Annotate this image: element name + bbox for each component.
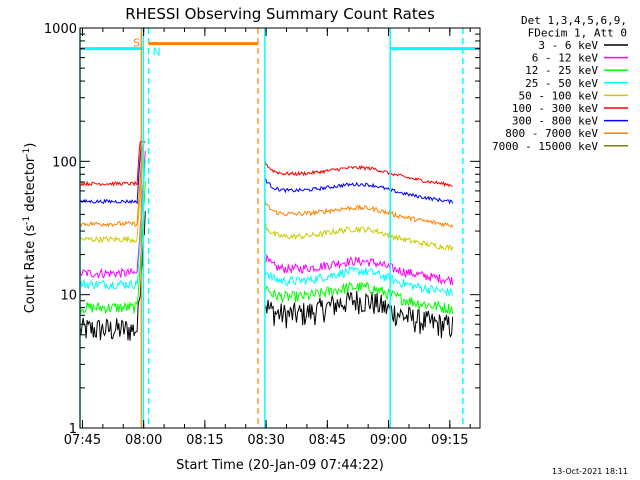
series-line-post — [264, 159, 453, 188]
legend-entry: 50 - 100 keV — [519, 89, 599, 102]
series-line-post — [264, 290, 454, 339]
x-axis: 07:45 08:00 08:15 08:30 08:45 09:00 09:15 — [64, 28, 471, 448]
night-label: N — [152, 46, 160, 59]
x-tick-label: 09:15 — [431, 433, 468, 448]
series-line-pre — [79, 141, 146, 228]
series-line-post — [264, 199, 454, 228]
series-line-pre — [79, 141, 146, 187]
y-tick-label: 1000 — [44, 22, 77, 37]
series-line-post — [264, 253, 454, 286]
series-line-pre — [79, 141, 146, 244]
y-tick-label: 100 — [52, 155, 77, 170]
series-line-post — [264, 281, 454, 315]
legend-entry: 7000 - 15000 keV — [492, 140, 598, 153]
legend-header: FDecim 1, Att 0 — [528, 27, 627, 40]
series-line-pre — [79, 159, 146, 290]
legend-entry: 100 - 300 keV — [512, 102, 598, 115]
y-tick-label: 10 — [60, 289, 77, 304]
x-axis-label: Start Time (20-Jan-09 07:44:22) — [176, 458, 384, 473]
series-line-pre — [79, 150, 146, 280]
x-tick-label: 08:45 — [309, 433, 346, 448]
footer-date: 13-Oct-2021 18:11 — [552, 467, 628, 476]
plot-lines — [79, 141, 454, 341]
legend-entry: 12 - 25 keV — [525, 64, 598, 77]
y-axis: 1 10 100 1000 — [44, 22, 480, 437]
legend-header: Det 1,3,4,5,6,9, — [521, 14, 627, 27]
series-line-post — [264, 177, 454, 205]
legend-entry: 25 - 50 keV — [525, 77, 598, 90]
y-tick-label: 1 — [69, 422, 77, 437]
series-line-pre — [79, 141, 146, 205]
x-tick-label: 08:00 — [125, 433, 162, 448]
series-line-pre — [79, 211, 146, 341]
x-tick-label: 08:30 — [247, 433, 284, 448]
y-axis-label: Count Rate (s-1 detector-1) — [22, 143, 38, 314]
legend-entry: 3 - 6 keV — [538, 39, 598, 52]
legend-entry: 800 - 7000 keV — [505, 127, 598, 140]
plot-frame — [79, 27, 481, 429]
saa-label: S — [133, 37, 140, 50]
x-tick-label: 07:45 — [64, 433, 101, 448]
series-line-pre — [79, 181, 146, 314]
x-tick-label: 09:00 — [370, 433, 407, 448]
chart-title: RHESSI Observing Summary Count Rates — [125, 5, 435, 23]
series-line-post — [264, 222, 454, 252]
legend-entry: 300 - 800 keV — [512, 115, 598, 128]
series-line-post — [264, 265, 454, 297]
legend: Det 1,3,4,5,6,9,FDecim 1, Att 03 - 6 keV… — [492, 14, 628, 153]
x-tick-label: 08:15 — [186, 433, 223, 448]
legend-entry: 6 - 12 keV — [532, 52, 599, 65]
